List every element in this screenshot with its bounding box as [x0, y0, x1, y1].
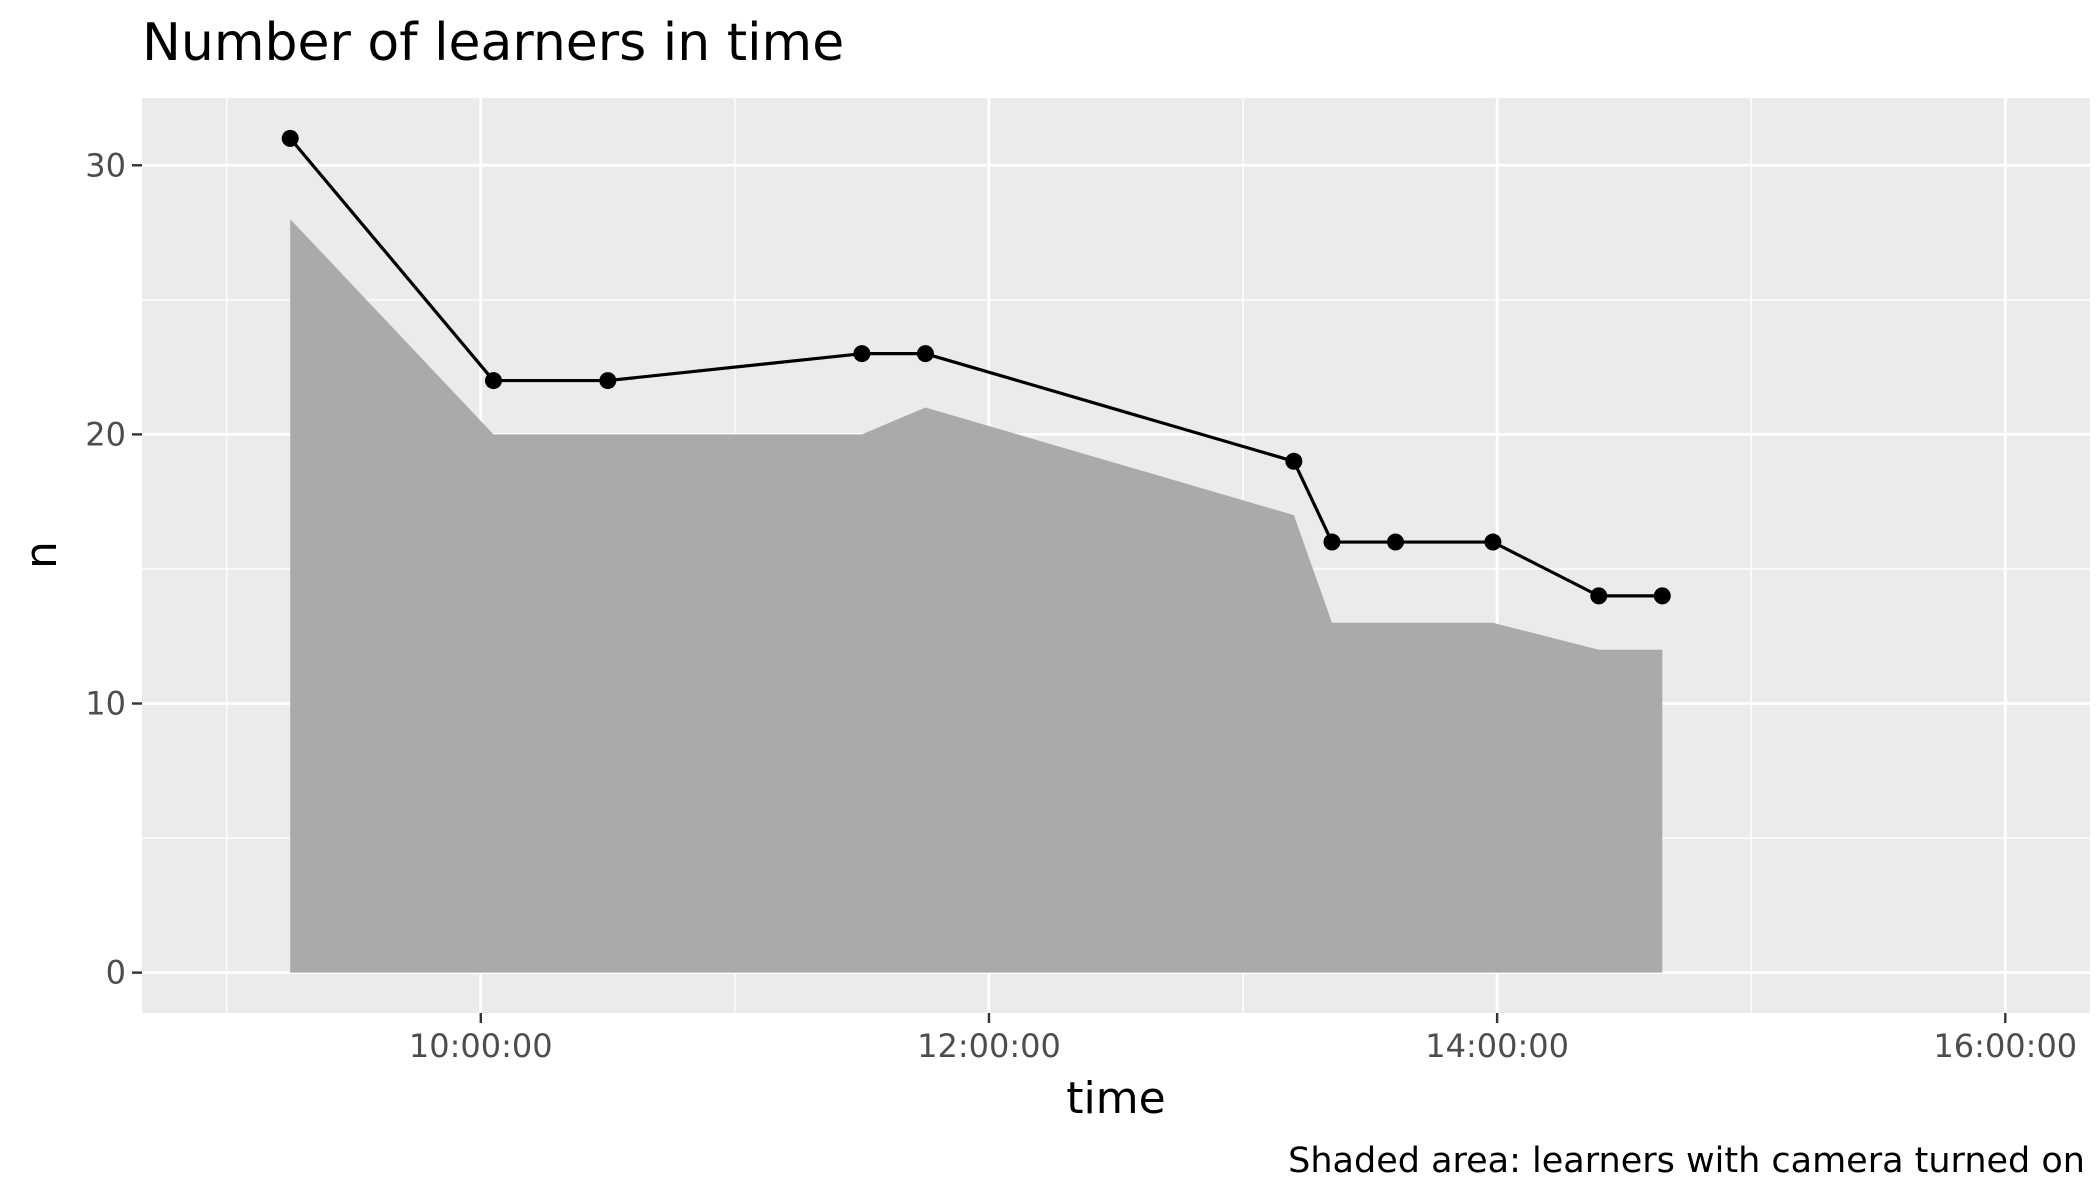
x-tick-label: 16:00:00 [1933, 1027, 2077, 1065]
x-tick-label: 12:00:00 [917, 1027, 1061, 1065]
y-tick-label: 10 [85, 685, 126, 723]
data-point [599, 372, 617, 390]
data-point [916, 345, 934, 363]
x-axis-title: time [1066, 1073, 1165, 1124]
y-axis: 0 10 20 30 [85, 146, 142, 992]
y-tick-label: 0 [106, 954, 126, 992]
y-tick-label: 20 [85, 415, 126, 453]
data-point [484, 372, 502, 390]
camera-on-area [290, 219, 1663, 973]
learners-points-layer [281, 129, 1671, 605]
x-tick-label: 14:00:00 [1425, 1027, 1569, 1065]
y-tick-label: 30 [85, 146, 126, 184]
data-point [853, 345, 871, 363]
x-tick-label: 10:00:00 [409, 1027, 553, 1065]
data-point [1386, 533, 1404, 551]
data-point [1323, 533, 1341, 551]
data-point [1590, 587, 1608, 605]
chart-title: Number of learners in time [142, 13, 844, 73]
data-point [281, 129, 299, 147]
x-axis: 10:00:00 12:00:00 14:00:00 16:00:00 [409, 1013, 2077, 1065]
data-point [1285, 452, 1303, 470]
data-point [1484, 533, 1502, 551]
camera-on-area-layer [290, 219, 1663, 973]
y-axis-title: n [16, 541, 67, 569]
chart-caption: Shaded area: learners with camera turned… [1288, 1141, 2085, 1181]
data-point [1653, 587, 1671, 605]
